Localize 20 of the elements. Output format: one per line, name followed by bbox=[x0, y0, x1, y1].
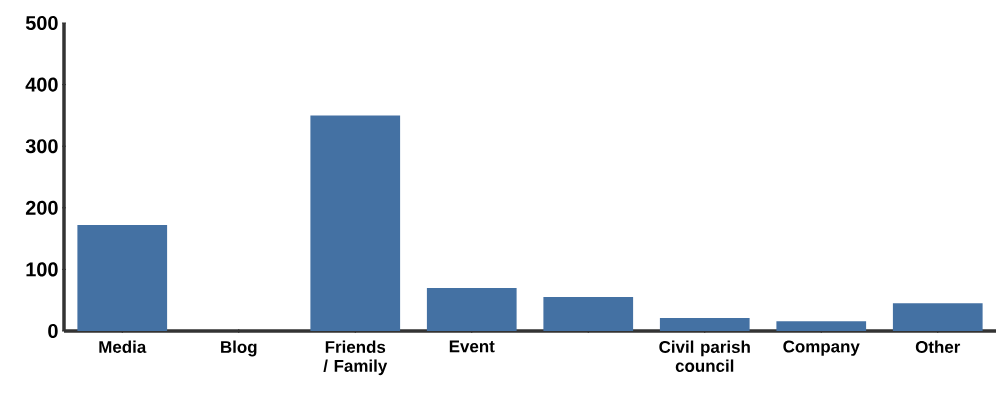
x-tick-label: Event bbox=[449, 340, 495, 353]
bar bbox=[776, 321, 867, 331]
bar bbox=[310, 115, 401, 331]
x-tick-label: Other bbox=[915, 340, 961, 353]
x-tick-label: Blog bbox=[221, 340, 257, 357]
bar bbox=[892, 303, 983, 331]
y-tick-label: 300 bbox=[25, 139, 58, 154]
x-tick-label: Media bbox=[99, 340, 147, 353]
x-tick-label: Friends / Family bbox=[323, 340, 388, 376]
y-tick-label: 0 bbox=[48, 323, 58, 339]
bar bbox=[659, 318, 750, 331]
y-tick-label: 100 bbox=[26, 262, 58, 277]
x-tick-label: Civil parish council bbox=[659, 340, 750, 372]
bar bbox=[543, 297, 634, 331]
y-tick-label: 200 bbox=[25, 200, 58, 215]
bar bbox=[426, 287, 517, 331]
y-tick-label: 500 bbox=[25, 15, 58, 31]
bar bbox=[77, 225, 168, 331]
x-tick-label: Company bbox=[783, 340, 860, 356]
y-tick-label: 400 bbox=[25, 77, 58, 92]
